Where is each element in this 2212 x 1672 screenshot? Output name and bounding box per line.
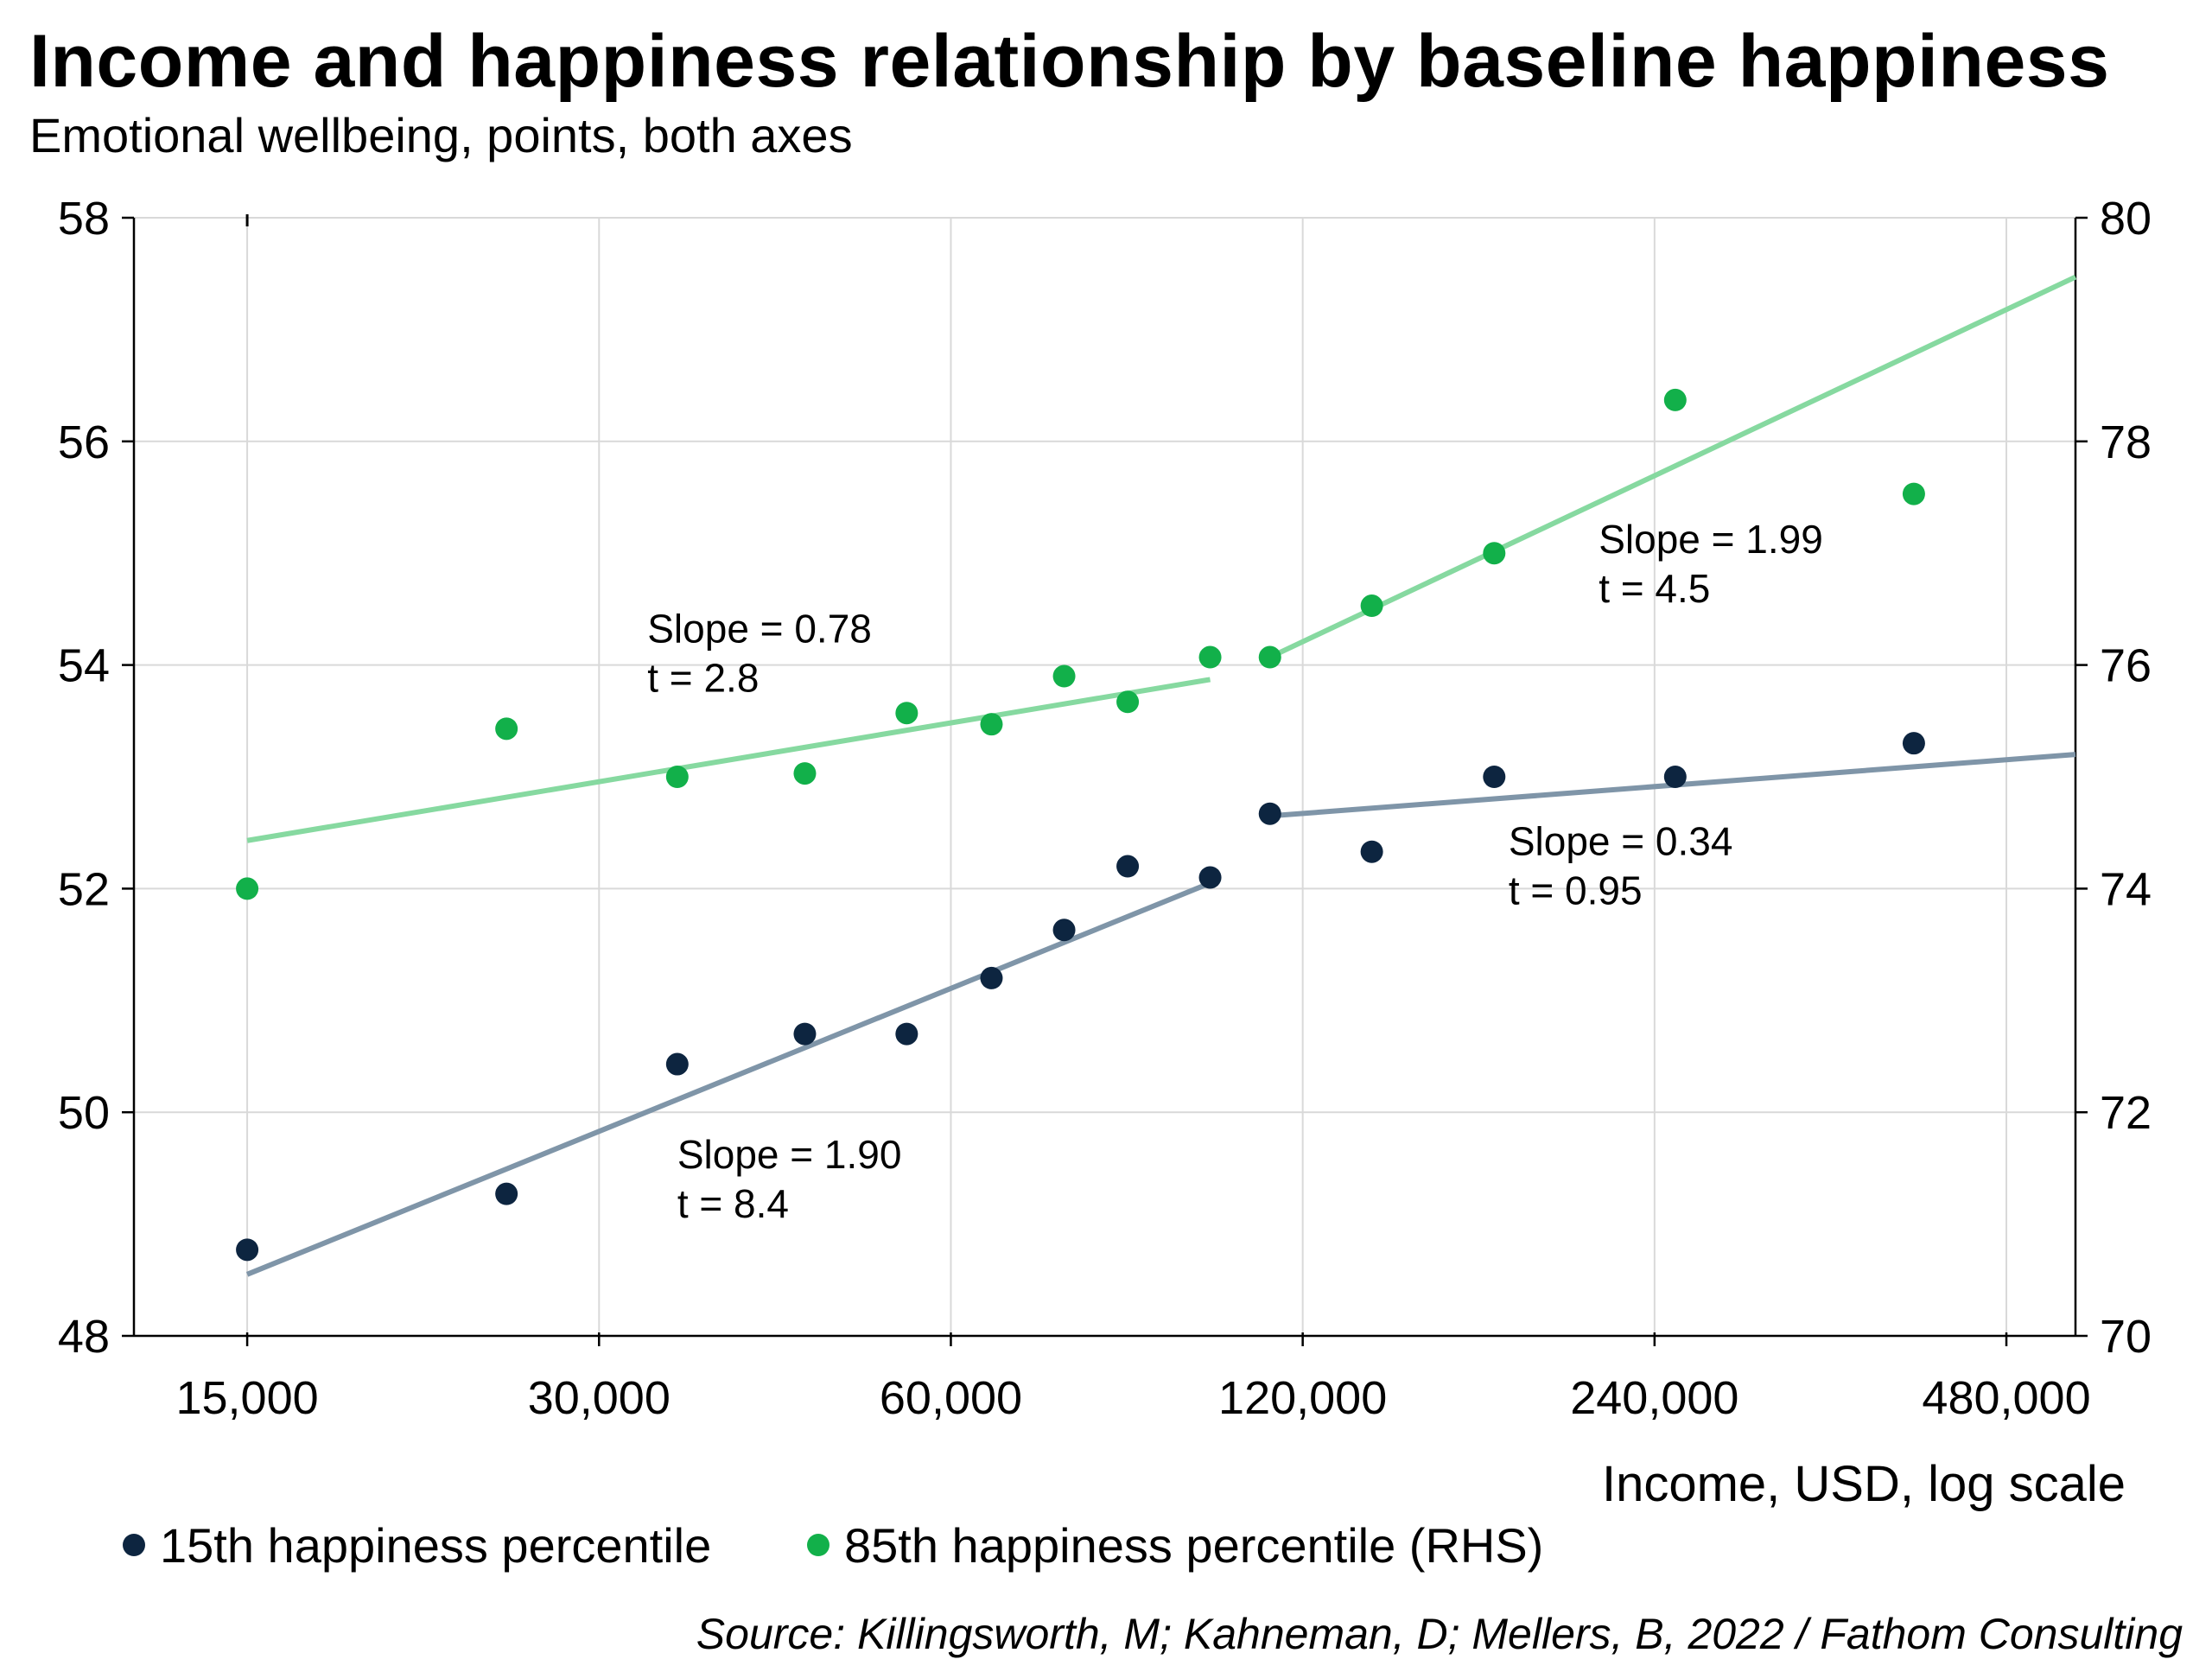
y-right-tick-label: 74 xyxy=(2100,863,2152,915)
chart-labels: 48 50 52 54 56 58 70 72 74 76 78 80 15,000 30,000 60,0… xyxy=(58,193,2152,1573)
slope-annotation: t = 2.8 xyxy=(647,656,759,701)
data-point xyxy=(793,762,817,785)
data-point xyxy=(236,877,259,900)
y-right-tick-label: 70 xyxy=(2100,1311,2152,1363)
slope-annotation: Slope = 0.78 xyxy=(647,607,872,652)
data-points xyxy=(236,388,1925,1262)
data-point xyxy=(1198,866,1222,889)
fit-line xyxy=(1268,274,2077,660)
data-point xyxy=(1258,802,1281,825)
chart-subtitle: Emotional wellbeing, points, both axes xyxy=(29,108,853,162)
data-point xyxy=(980,713,1003,736)
y-left-tick-label: 48 xyxy=(58,1311,110,1363)
data-point xyxy=(665,1052,689,1076)
data-point xyxy=(1360,594,1383,618)
x-tick-label: 60,000 xyxy=(880,1372,1022,1424)
gridlines xyxy=(134,217,2075,1336)
chart-title: Income and happiness relationship by bas… xyxy=(29,20,2110,103)
data-point xyxy=(1052,664,1076,688)
y-right-tick-label: 76 xyxy=(2100,640,2152,692)
y-left-tick-label: 52 xyxy=(58,863,110,915)
slope-annotation: t = 4.5 xyxy=(1599,566,1710,611)
data-point xyxy=(793,1022,817,1046)
data-point xyxy=(665,766,689,788)
data-point xyxy=(1902,732,1925,755)
y-right-tick-label: 72 xyxy=(2100,1087,2152,1139)
data-point xyxy=(1052,919,1076,942)
y-right-tick-label: 78 xyxy=(2100,416,2152,468)
data-point xyxy=(1663,766,1687,788)
data-point xyxy=(1116,690,1140,714)
slope-annotation: Slope = 0.34 xyxy=(1509,819,1733,864)
legend-marker xyxy=(123,1534,145,1556)
data-point xyxy=(1258,645,1281,669)
x-tick-label: 15,000 xyxy=(175,1372,318,1424)
data-point xyxy=(1360,840,1383,863)
x-tick-label: 120,000 xyxy=(1218,1372,1387,1424)
data-point xyxy=(1198,645,1222,669)
axes xyxy=(122,214,2088,1346)
data-point xyxy=(1116,855,1140,878)
data-point xyxy=(1483,542,1506,565)
x-tick-label: 240,000 xyxy=(1570,1372,1738,1424)
slope-annotation: Slope = 1.99 xyxy=(1599,517,1823,562)
data-point xyxy=(495,717,518,741)
data-point xyxy=(1663,388,1687,411)
data-point xyxy=(1902,482,1925,505)
y-left-tick-label: 50 xyxy=(58,1087,110,1139)
slope-annotation: t = 8.4 xyxy=(677,1181,789,1226)
y-left-tick-label: 56 xyxy=(58,416,110,468)
data-point xyxy=(495,1182,518,1205)
y-left-tick-label: 58 xyxy=(58,193,110,245)
x-axis-title: Income, USD, log scale xyxy=(1602,1456,2126,1512)
source-note: Source: Killingsworth, M; Kahneman, D; M… xyxy=(696,1610,2183,1658)
slope-annotation: Slope = 1.90 xyxy=(677,1132,902,1177)
fit-line xyxy=(245,881,1211,1277)
data-point xyxy=(980,966,1003,989)
x-tick-label: 480,000 xyxy=(1922,1372,2090,1424)
data-point xyxy=(895,1022,918,1046)
fit-lines xyxy=(245,274,2077,1277)
x-tick-label: 30,000 xyxy=(528,1372,671,1424)
y-left-tick-label: 54 xyxy=(58,640,110,692)
y-right-tick-label: 80 xyxy=(2100,193,2152,245)
legend-label: 85th happiness percentile (RHS) xyxy=(844,1518,1543,1573)
legend-label: 15th happiness percentile xyxy=(160,1518,711,1573)
data-point xyxy=(1483,766,1506,788)
data-point xyxy=(895,702,918,725)
data-point xyxy=(236,1238,259,1262)
legend-marker xyxy=(807,1534,830,1556)
slope-annotation: t = 0.95 xyxy=(1509,868,1643,913)
fit-line xyxy=(246,677,1211,843)
